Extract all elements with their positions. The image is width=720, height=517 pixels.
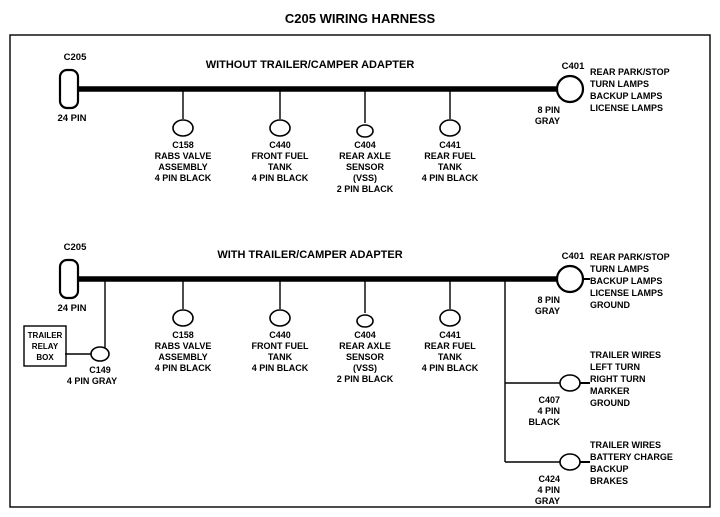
svg-text:4 PIN BLACK: 4 PIN BLACK [422, 363, 479, 373]
c158-top-1: C158 [172, 140, 194, 150]
svg-text:C441: C441 [439, 330, 461, 340]
c407-label: C407 [538, 395, 560, 405]
c401-label-2: C401 [562, 251, 585, 262]
c401-pin-2a: 8 PIN [537, 295, 560, 305]
svg-text:TANK: TANK [438, 352, 463, 362]
c158-l3-1: 4 PIN BLACK [155, 173, 212, 183]
c440-l2-1: TANK [268, 162, 293, 172]
c404-top-1: C404 [354, 140, 376, 150]
c401-label-1: C401 [562, 61, 585, 72]
c401-desc-1-2: BACKUP LAMPS [590, 91, 662, 101]
c401-desc-1-1: TURN LAMPS [590, 79, 649, 89]
c401-desc-1-3: LICENSE LAMPS [590, 103, 663, 113]
c149-label: C149 [89, 365, 111, 375]
c424-label: C424 [538, 474, 560, 484]
c205-label-1: C205 [64, 52, 87, 63]
c440-l3-1: 4 PIN BLACK [252, 173, 309, 183]
c149-conn [91, 347, 109, 361]
svg-text:TRAILER WIRES: TRAILER WIRES [590, 350, 661, 360]
svg-text:TRAILER WIRES: TRAILER WIRES [590, 440, 661, 450]
svg-text:C158: C158 [172, 330, 194, 340]
svg-text:4 PIN: 4 PIN [537, 406, 560, 416]
svg-text:TANK: TANK [268, 352, 293, 362]
trb-l1: RELAY [32, 342, 59, 351]
svg-text:(VSS): (VSS) [353, 363, 377, 373]
svg-text:4 PIN BLACK: 4 PIN BLACK [252, 363, 309, 373]
trb-l0: TRAILER [28, 331, 63, 340]
svg-text:C404: C404 [354, 330, 376, 340]
svg-text:4 PIN: 4 PIN [537, 485, 560, 495]
c401-desc-2-4: GROUND [590, 300, 630, 310]
svg-text:GROUND: GROUND [590, 398, 630, 408]
svg-text:REAR AXLE: REAR AXLE [339, 341, 391, 351]
c441-l2-1: TANK [438, 162, 463, 172]
c401-desc-2-3: LICENSE LAMPS [590, 288, 663, 298]
c401-desc-2-0: REAR PARK/STOP [590, 252, 670, 262]
c205-pin-1: 24 PIN [57, 113, 86, 124]
svg-text:BACKUP: BACKUP [590, 464, 629, 474]
c205-label-2: C205 [64, 242, 87, 253]
svg-text:MARKER: MARKER [590, 386, 630, 396]
c158-l2-1: ASSEMBLY [158, 162, 207, 172]
svg-text:BATTERY CHARGE: BATTERY CHARGE [590, 452, 673, 462]
svg-text:2 PIN BLACK: 2 PIN BLACK [337, 374, 394, 384]
c149-desc: 4 PIN GRAY [67, 376, 117, 386]
svg-text:ASSEMBLY: ASSEMBLY [158, 352, 207, 362]
svg-text:BLACK: BLACK [529, 417, 561, 427]
c440-top-1: C440 [269, 140, 291, 150]
c441-l3-1: 4 PIN BLACK [422, 173, 479, 183]
c401-pin-2b: GRAY [535, 306, 560, 316]
c440-l1-1: FRONT FUEL [252, 151, 309, 161]
c401-desc-1-0: REAR PARK/STOP [590, 67, 670, 77]
svg-text:GRAY: GRAY [535, 496, 560, 506]
c404-l4-1: 2 PIN BLACK [337, 184, 394, 194]
c404-l2-1: SENSOR [346, 162, 385, 172]
svg-text:REAR FUEL: REAR FUEL [424, 341, 476, 351]
c404-l1-1: REAR AXLE [339, 151, 391, 161]
c404-l3-1: (VSS) [353, 173, 377, 183]
trb-l2: BOX [36, 353, 54, 362]
svg-text:FRONT FUEL: FRONT FUEL [252, 341, 309, 351]
section1-heading: WITHOUT TRAILER/CAMPER ADAPTER [206, 59, 415, 71]
svg-text:RABS VALVE: RABS VALVE [155, 341, 212, 351]
wiring-diagram: C205 WIRING HARNESS WITHOUT TRAILER/CAMP… [0, 0, 720, 517]
c441-top-1: C441 [439, 140, 461, 150]
svg-text:SENSOR: SENSOR [346, 352, 385, 362]
c401-desc-2-2: BACKUP LAMPS [590, 276, 662, 286]
svg-text:BRAKES: BRAKES [590, 476, 628, 486]
c205-pin-2: 24 PIN [57, 303, 86, 314]
svg-text:4 PIN BLACK: 4 PIN BLACK [155, 363, 212, 373]
svg-text:RIGHT TURN: RIGHT TURN [590, 374, 646, 384]
svg-text:LEFT TURN: LEFT TURN [590, 362, 640, 372]
section2-heading: WITH TRAILER/CAMPER ADAPTER [217, 249, 402, 261]
c401-pin-1a: 8 PIN [537, 105, 560, 115]
c158-l1-1: RABS VALVE [155, 151, 212, 161]
c441-l1-1: REAR FUEL [424, 151, 476, 161]
page-title: C205 WIRING HARNESS [285, 11, 436, 26]
svg-text:C440: C440 [269, 330, 291, 340]
c401-pin-1b: GRAY [535, 116, 560, 126]
c401-desc-2-1: TURN LAMPS [590, 264, 649, 274]
